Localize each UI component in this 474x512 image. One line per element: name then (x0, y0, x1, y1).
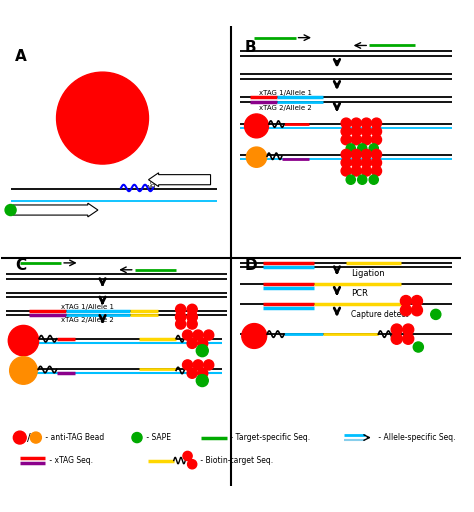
Circle shape (341, 150, 351, 159)
Circle shape (413, 342, 423, 352)
Circle shape (187, 304, 197, 314)
Text: CO: CO (149, 181, 159, 186)
Circle shape (56, 72, 148, 164)
Circle shape (182, 330, 192, 340)
Text: - anti-TAG Bead: - anti-TAG Bead (43, 433, 104, 442)
Text: C: C (15, 258, 26, 273)
Text: NH: NH (146, 184, 156, 189)
Circle shape (187, 312, 197, 322)
Circle shape (175, 304, 186, 314)
Circle shape (341, 118, 351, 128)
Circle shape (361, 166, 372, 176)
Circle shape (175, 319, 186, 329)
Circle shape (361, 118, 372, 128)
Circle shape (351, 118, 361, 128)
Circle shape (361, 135, 372, 145)
Circle shape (361, 158, 372, 168)
Circle shape (372, 135, 382, 145)
Circle shape (358, 175, 367, 184)
Text: - SAPE: - SAPE (144, 433, 171, 442)
Circle shape (411, 295, 422, 307)
Circle shape (351, 158, 361, 168)
Circle shape (351, 126, 361, 137)
Text: Ligation: Ligation (351, 268, 384, 278)
Text: xTAG 1/Allele 1: xTAG 1/Allele 1 (259, 90, 312, 96)
Circle shape (391, 333, 402, 344)
Text: xTAG 2/Allele 2: xTAG 2/Allele 2 (259, 104, 311, 111)
Text: Capture detect: Capture detect (351, 310, 408, 319)
Circle shape (132, 433, 142, 443)
Circle shape (346, 144, 356, 153)
Circle shape (351, 150, 361, 159)
Circle shape (5, 204, 16, 216)
Circle shape (183, 452, 192, 461)
Circle shape (188, 460, 197, 469)
Text: xTAG 2/Allele 2: xTAG 2/Allele 2 (61, 317, 114, 324)
Circle shape (372, 158, 382, 168)
Text: Reverse primer: Reverse primer (153, 177, 204, 183)
Text: xTAG 1/Allele 1: xTAG 1/Allele 1 (61, 304, 114, 310)
Circle shape (403, 333, 414, 344)
Circle shape (196, 375, 208, 387)
Circle shape (372, 118, 382, 128)
Circle shape (245, 114, 268, 138)
Text: Forward primer: Forward primer (18, 207, 70, 213)
Circle shape (341, 126, 351, 137)
Circle shape (193, 330, 203, 340)
Circle shape (204, 360, 214, 370)
Circle shape (175, 312, 186, 322)
Circle shape (369, 175, 378, 184)
Circle shape (175, 312, 186, 322)
Circle shape (391, 324, 402, 335)
Text: A: A (15, 49, 27, 64)
Circle shape (9, 357, 37, 384)
Circle shape (351, 166, 361, 176)
Circle shape (193, 360, 203, 370)
Text: - xTAG Seq.: - xTAG Seq. (47, 456, 93, 465)
Circle shape (341, 158, 351, 168)
Circle shape (196, 345, 208, 357)
Circle shape (358, 144, 367, 153)
Circle shape (341, 135, 351, 145)
Circle shape (341, 166, 351, 176)
Text: D: D (245, 258, 258, 273)
Circle shape (246, 147, 267, 167)
Circle shape (372, 150, 382, 159)
Circle shape (187, 368, 197, 378)
Circle shape (401, 305, 411, 316)
Circle shape (30, 432, 41, 443)
Circle shape (13, 431, 26, 444)
Circle shape (204, 330, 214, 340)
Text: B: B (245, 40, 256, 55)
Circle shape (403, 324, 414, 335)
Circle shape (187, 319, 197, 329)
Circle shape (401, 295, 411, 307)
Circle shape (198, 368, 208, 378)
Circle shape (8, 326, 38, 356)
Circle shape (351, 135, 361, 145)
Circle shape (346, 175, 356, 184)
Circle shape (361, 150, 372, 159)
Circle shape (411, 305, 422, 316)
Circle shape (361, 126, 372, 137)
Circle shape (187, 338, 197, 348)
Circle shape (431, 309, 441, 319)
Text: - Target-specific Seq.: - Target-specific Seq. (228, 433, 310, 442)
FancyArrow shape (13, 203, 98, 217)
Circle shape (242, 324, 267, 348)
Circle shape (187, 312, 197, 322)
FancyArrow shape (148, 173, 210, 186)
Circle shape (182, 360, 192, 370)
Circle shape (372, 126, 382, 137)
Text: PCR: PCR (351, 289, 368, 298)
Circle shape (198, 338, 208, 348)
Text: - Allele-specific Seq.: - Allele-specific Seq. (376, 433, 456, 442)
Circle shape (372, 166, 382, 176)
Text: /: / (27, 433, 31, 442)
Text: - Biotin-target Seq.: - Biotin-target Seq. (198, 456, 273, 465)
Circle shape (369, 144, 378, 153)
